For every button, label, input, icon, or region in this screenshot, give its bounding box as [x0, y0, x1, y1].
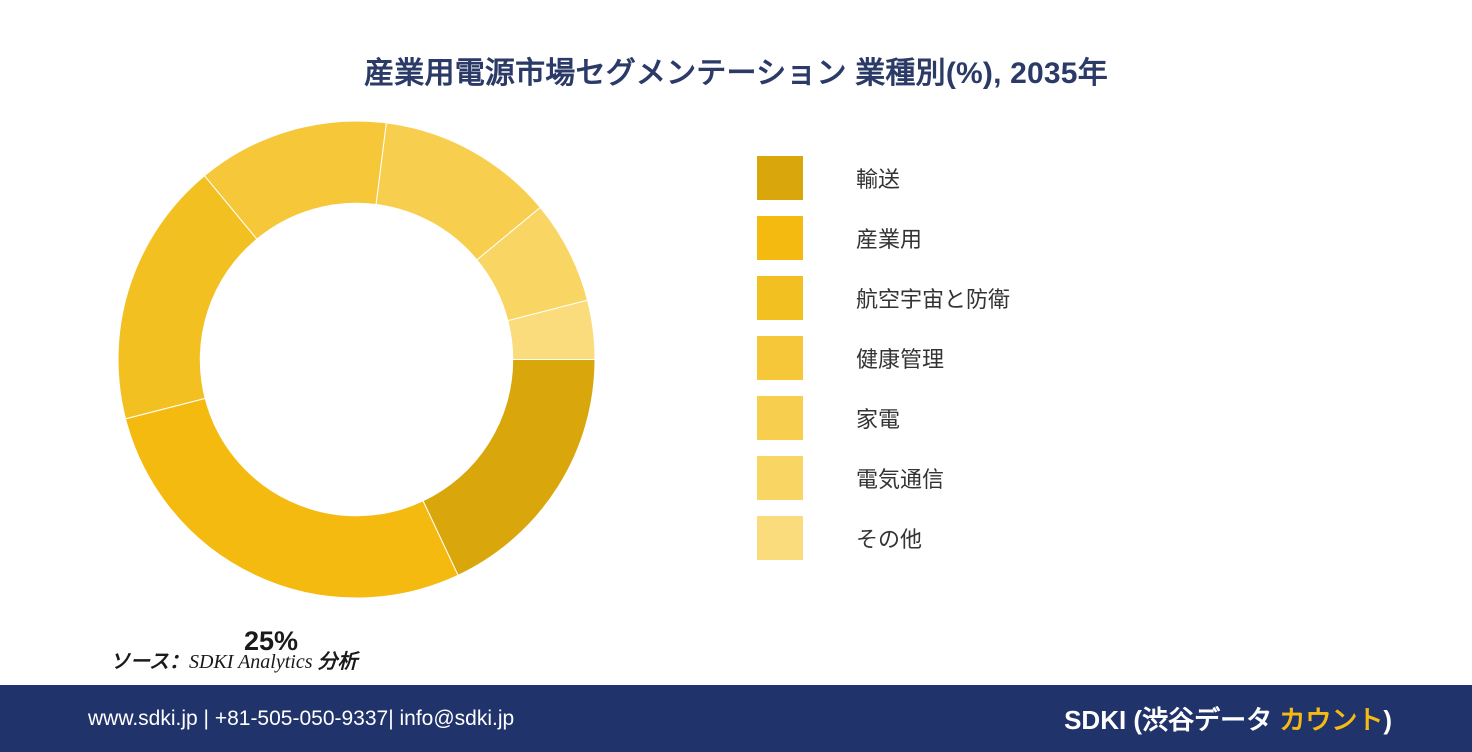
legend-item[interactable]: その他 [757, 508, 1177, 568]
legend-item[interactable]: 航空宇宙と防衛 [757, 268, 1177, 328]
legend-item-label: 電気通信 [856, 467, 945, 492]
donut-slice-group [118, 121, 595, 598]
legend-swatch-icon [757, 216, 803, 260]
legend-swatch-icon [757, 336, 803, 380]
legend-item-label: 健康管理 [856, 347, 945, 372]
legend: 輸送産業用航空宇宙と防衛 健康管理家電電気通信その他 [757, 148, 1177, 568]
source-note-value: SDKI Analytics [189, 651, 313, 673]
legend-swatch-icon [757, 516, 803, 560]
donut-slice[interactable] [507, 299, 595, 360]
legend-swatch-icon [757, 276, 803, 320]
footer-brand-prefix: SDKI (渋谷データ [1064, 705, 1280, 735]
legend-swatch-icon [757, 456, 803, 500]
legend-item[interactable]: 家電 [757, 388, 1177, 448]
legend-item-label: その他 [856, 527, 923, 552]
source-note-label: ソース： [110, 651, 189, 673]
footer-brand: SDKI (渋谷データ カウント) [1064, 700, 1392, 737]
chart-title: 産業用電源市場セグメンテーション 業種別(%), 2035年 [364, 57, 1108, 90]
legend-item-label: 輸送 [856, 167, 901, 192]
legend-item-label: 産業用 [856, 227, 923, 252]
legend-swatch-icon [757, 396, 803, 440]
donut-slice-data-label: 25% [244, 626, 299, 656]
legend-item[interactable]: 健康管理 [757, 328, 1177, 388]
legend-item-label: 家電 [856, 407, 901, 432]
legend-item[interactable]: 電気通信 [757, 448, 1177, 508]
donut-chart: 25% [118, 121, 595, 656]
footer-brand-suffix: ) [1383, 705, 1392, 735]
legend-item[interactable]: 輸送 [757, 148, 1177, 208]
donut-slice[interactable] [422, 359, 595, 576]
source-note: ソース：SDKI Analytics 分析 [110, 645, 358, 674]
donut-slice[interactable] [124, 397, 459, 598]
legend-swatch-icon [757, 156, 803, 200]
footer-brand-accent: カウント [1279, 705, 1384, 735]
footer-contact-info[interactable]: www.sdki.jp | +81-505-050-9337| info@sdk… [88, 706, 515, 730]
source-note-suffix: 分析 [312, 651, 358, 673]
legend-item-label: 航空宇宙と防衛 [856, 287, 1011, 312]
footer-bar: www.sdki.jp | +81-505-050-9337| info@sdk… [0, 685, 1472, 752]
legend-item[interactable]: 産業用 [757, 208, 1177, 268]
donut-chart-svg [118, 121, 595, 598]
